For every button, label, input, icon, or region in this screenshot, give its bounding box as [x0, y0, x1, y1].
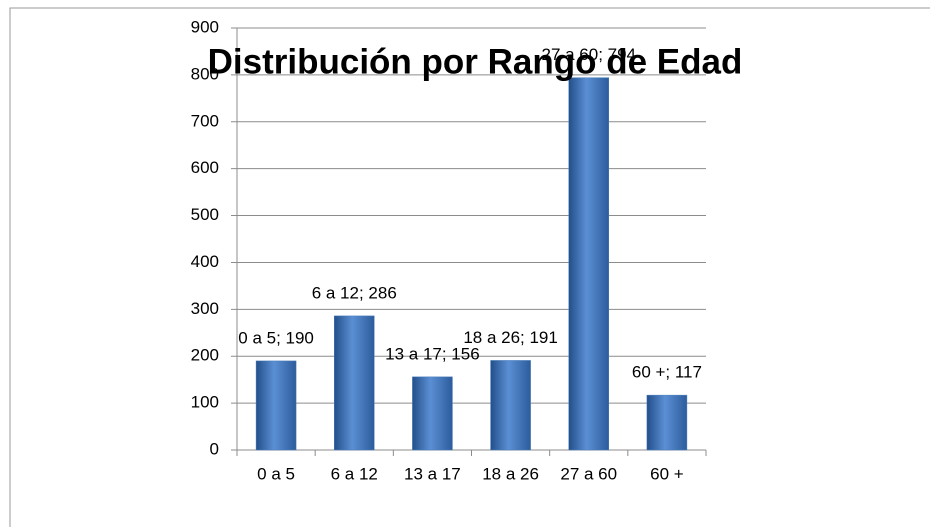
x-tick-label: 18 a 26	[482, 464, 539, 483]
y-tick-label: 200	[191, 346, 219, 365]
y-tick-label: 800	[191, 64, 219, 83]
data-label: 60 +; 117	[632, 363, 702, 382]
data-label: 27 a 60; 794	[541, 45, 636, 64]
bar	[412, 376, 453, 451]
bar	[334, 315, 375, 451]
y-tick-label: 100	[191, 393, 219, 412]
bar	[255, 360, 297, 451]
y-tick-label: 400	[191, 252, 219, 271]
y-tick-label: 500	[191, 205, 219, 224]
x-tick-label: 13 a 17	[404, 464, 461, 483]
x-tick-label: 0 a 5	[257, 464, 295, 483]
bar	[568, 77, 609, 451]
x-tick-label: 6 a 12	[331, 464, 378, 483]
chart-border	[9, 7, 930, 527]
y-tick-label: 300	[191, 299, 219, 318]
y-tick-label: 700	[191, 111, 219, 130]
y-tick-label: 900	[191, 17, 219, 36]
data-label: 18 a 26; 191	[463, 328, 558, 347]
bar	[646, 394, 688, 451]
chart-title: Distribución por Rango de Edad	[208, 42, 743, 81]
x-tick-label: 27 a 60	[560, 464, 617, 483]
data-label: 6 a 12; 286	[312, 283, 397, 302]
bar	[490, 360, 531, 451]
y-tick-label: 600	[191, 158, 219, 177]
y-tick-label: 0	[210, 439, 219, 458]
plot-area: 0 100 200 300 400 500 600 700 800 900 0 a 5 0 a 5; …	[191, 17, 707, 483]
data-label: 13 a 17; 156	[385, 344, 480, 363]
data-label: 0 a 5; 190	[238, 328, 314, 347]
x-tick-label: 60 +	[650, 464, 684, 483]
